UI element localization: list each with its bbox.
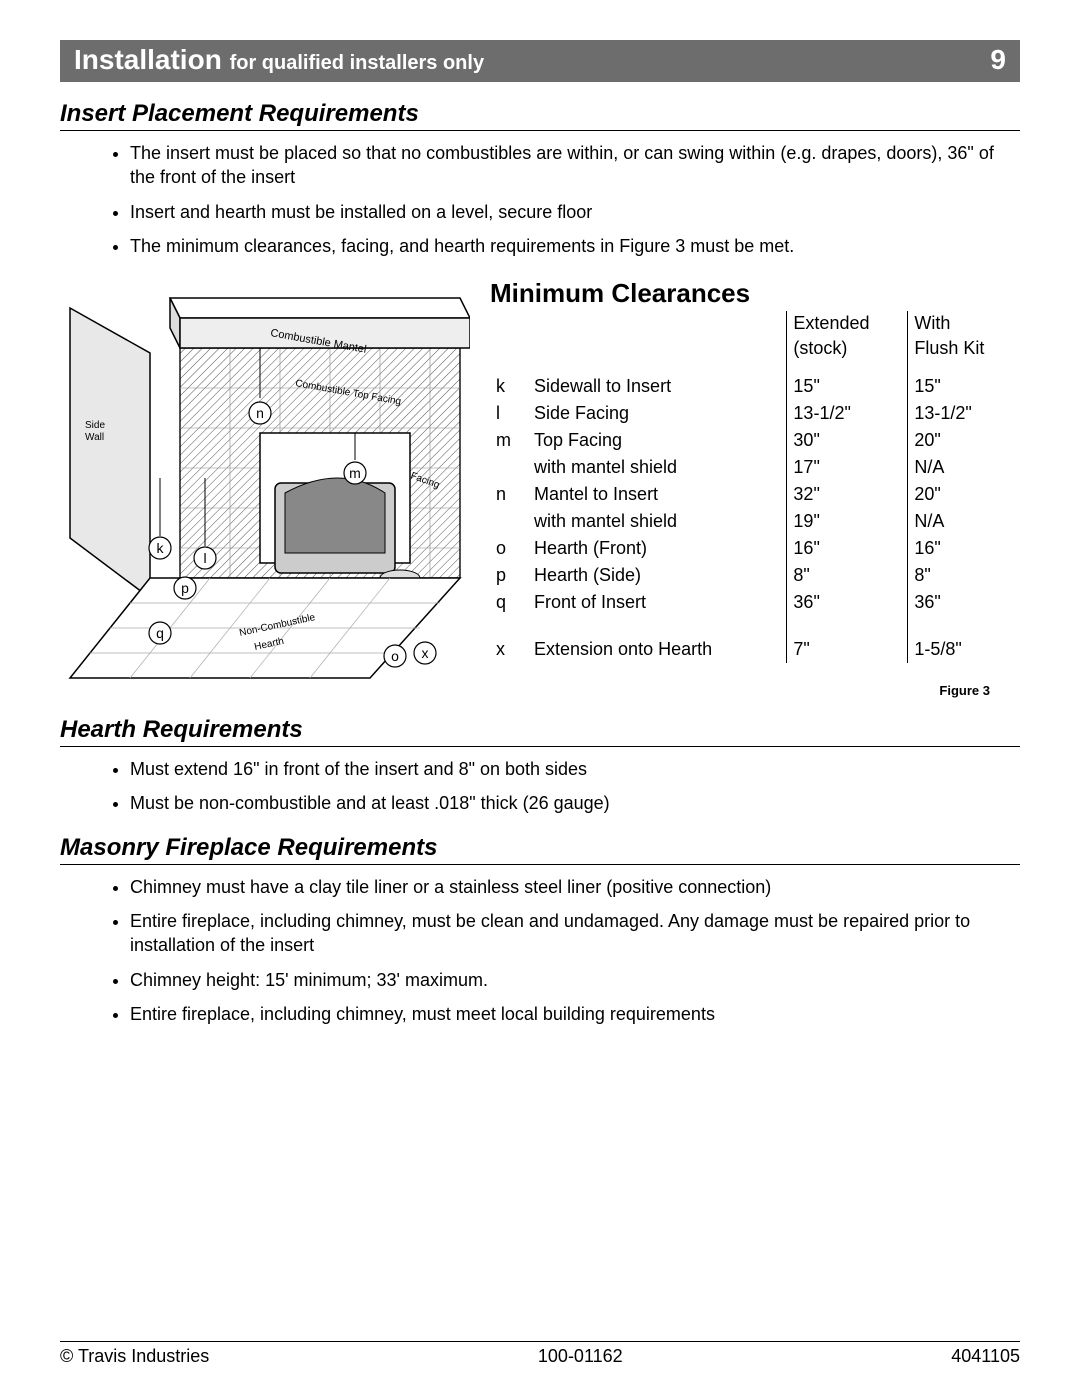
- footer-left: © Travis Industries: [60, 1346, 209, 1367]
- page-footer: © Travis Industries 100-01162 4041105: [60, 1341, 1020, 1367]
- callout-l: l: [203, 550, 206, 566]
- table-row: pHearth (Side)8"8": [490, 562, 1020, 589]
- callout-x: x: [422, 645, 429, 661]
- masonry-list: Chimney must have a clay tile liner or a…: [130, 875, 1020, 1026]
- clearance-region: Side Wall: [60, 278, 1020, 698]
- callout-n: n: [256, 405, 264, 421]
- list-item: Must extend 16" in front of the insert a…: [130, 757, 1020, 781]
- clearance-table-wrapper: Minimum Clearances Extended With (stock)…: [480, 278, 1020, 698]
- footer-right: 4041105: [951, 1346, 1020, 1367]
- section-masonry-title: Masonry Fireplace Requirements: [60, 834, 1020, 865]
- list-item: Entire fireplace, including chimney, mus…: [130, 1002, 1020, 1026]
- callout-o: o: [391, 648, 399, 664]
- label-side-wall-2: Wall: [85, 432, 104, 443]
- header-title: Installation for qualified installers on…: [74, 44, 484, 76]
- table-header-row-2: (stock) Flush Kit: [490, 336, 1020, 361]
- col-extended: Extended: [787, 311, 908, 336]
- clearance-diagram: Side Wall: [60, 278, 470, 698]
- insert-placement-list: The insert must be placed so that no com…: [130, 141, 1020, 258]
- clearance-table: Extended With (stock) Flush Kit kSidewal…: [490, 311, 1020, 663]
- list-item: Chimney must have a clay tile liner or a…: [130, 875, 1020, 899]
- col-flush: With: [908, 311, 1020, 336]
- header-title-main: Installation: [74, 44, 222, 75]
- table-row: with mantel shield17"N/A: [490, 454, 1020, 481]
- section-insert-placement-title: Insert Placement Requirements: [60, 100, 1020, 131]
- list-item: The minimum clearances, facing, and hear…: [130, 234, 1020, 258]
- table-row: kSidewall to Insert15"15": [490, 373, 1020, 400]
- table-row: mTop Facing30"20": [490, 427, 1020, 454]
- list-item: Insert and hearth must be installed on a…: [130, 200, 1020, 224]
- label-side-wall-1: Side: [85, 420, 105, 431]
- table-row: nMantel to Insert32"20": [490, 481, 1020, 508]
- callout-p: p: [181, 580, 189, 596]
- list-item: Entire fireplace, including chimney, mus…: [130, 909, 1020, 958]
- clearance-title: Minimum Clearances: [490, 278, 1020, 309]
- header-title-sub: for qualified installers only: [230, 52, 485, 74]
- list-item: The insert must be placed so that no com…: [130, 141, 1020, 190]
- table-header-row: Extended With: [490, 311, 1020, 336]
- table-row: with mantel shield19"N/A: [490, 508, 1020, 535]
- col-flush-sub: Flush Kit: [908, 336, 1020, 361]
- list-item: Chimney height: 15' minimum; 33' maximum…: [130, 968, 1020, 992]
- table-row: oHearth (Front)16"16": [490, 535, 1020, 562]
- diagram-svg: Side Wall: [60, 278, 470, 698]
- table-row: qFront of Insert36"36": [490, 589, 1020, 616]
- section-hearth-title: Hearth Requirements: [60, 716, 1020, 747]
- callout-q: q: [156, 625, 164, 641]
- col-extended-sub: (stock): [787, 336, 908, 361]
- table-row: lSide Facing13-1/2"13-1/2": [490, 400, 1020, 427]
- figure-caption: Figure 3: [490, 683, 1020, 698]
- footer-center: 100-01162: [538, 1346, 623, 1367]
- callout-m: m: [349, 465, 361, 481]
- page-number: 9: [990, 44, 1006, 76]
- list-item: Must be non-combustible and at least .01…: [130, 791, 1020, 815]
- hearth-list: Must extend 16" in front of the insert a…: [130, 757, 1020, 816]
- callout-k: k: [157, 540, 165, 556]
- page-header: Installation for qualified installers on…: [60, 40, 1020, 82]
- table-row: xExtension onto Hearth7"1-5/8": [490, 636, 1020, 663]
